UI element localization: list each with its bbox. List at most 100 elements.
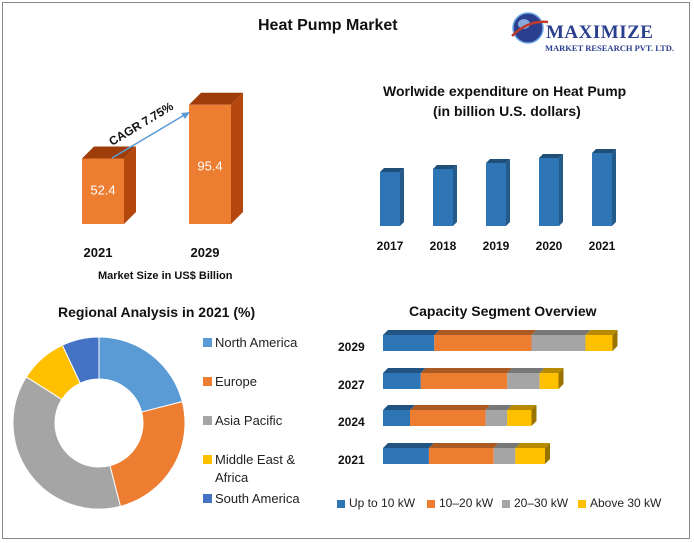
category-label: 2021 bbox=[589, 239, 616, 253]
segment-10–20 kW bbox=[420, 373, 508, 389]
category-label: 2021 bbox=[338, 453, 365, 467]
category-label: 2019 bbox=[483, 239, 510, 253]
segment-top bbox=[531, 330, 591, 335]
category-label: 2021 bbox=[84, 245, 113, 260]
c2-title: Worlwide expenditure on Heat Pump bbox=[383, 83, 627, 99]
bar-end bbox=[558, 368, 564, 389]
legend-label: 10–20 kW bbox=[439, 496, 494, 510]
segment-top bbox=[539, 368, 564, 373]
legend-label: Above 30 kW bbox=[590, 496, 662, 510]
globe-icon bbox=[511, 12, 549, 44]
segment-top bbox=[493, 443, 521, 448]
legend-swatch bbox=[203, 416, 212, 425]
bar-end bbox=[531, 405, 537, 426]
donut-slice-1 bbox=[109, 401, 186, 507]
segment-10–20 kW bbox=[434, 335, 532, 351]
segment-20–30 kW bbox=[531, 335, 586, 351]
legend-swatch bbox=[203, 338, 212, 347]
cagr-arrowhead bbox=[181, 112, 190, 119]
bar-2029 bbox=[189, 104, 231, 224]
bar-end bbox=[545, 443, 550, 464]
segment-20–30 kW bbox=[507, 373, 540, 389]
category-label: 2024 bbox=[338, 415, 365, 429]
logo-name: MAXIMIZE bbox=[546, 22, 654, 43]
legend-label: Up to 10 kW bbox=[349, 496, 416, 510]
category-label: 2029 bbox=[338, 340, 365, 354]
bar-2021 bbox=[592, 153, 612, 226]
bar-top bbox=[189, 92, 243, 105]
segment-20–30 kW bbox=[493, 448, 516, 464]
segment-Up to 10 kW bbox=[383, 335, 435, 351]
segment-top bbox=[507, 405, 537, 410]
segment-top bbox=[383, 368, 426, 373]
legend-label: 20–30 kW bbox=[514, 496, 569, 510]
donut-slice-2 bbox=[12, 376, 121, 510]
segment-top bbox=[434, 330, 537, 335]
legend-swatch bbox=[337, 500, 345, 508]
c3-title: Regional Analysis in 2021 (%) bbox=[58, 304, 256, 320]
bar-side bbox=[124, 146, 136, 224]
category-label: 2017 bbox=[377, 239, 404, 253]
c1-xlabel: Market Size in US$ Billion bbox=[98, 270, 233, 282]
segment-Above 30 kW bbox=[539, 373, 559, 389]
legend-label: Asia Pacific bbox=[215, 413, 283, 428]
bar-top bbox=[82, 146, 136, 159]
segment-Up to 10 kW bbox=[383, 373, 421, 389]
segment-top bbox=[428, 443, 499, 448]
bar-side bbox=[506, 159, 510, 226]
bar-value-label: 95.4 bbox=[197, 158, 222, 173]
category-label: 2018 bbox=[430, 239, 457, 253]
legend-swatch bbox=[502, 500, 510, 508]
legend-swatch bbox=[203, 377, 212, 386]
segment-top bbox=[383, 405, 415, 410]
bar-2017 bbox=[380, 172, 400, 226]
segment-Up to 10 kW bbox=[383, 448, 429, 464]
bar-top bbox=[592, 149, 616, 153]
bar-side bbox=[559, 154, 563, 226]
bar-end bbox=[612, 330, 618, 351]
logo-subtitle: MARKET RESEARCH PVT. LTD. bbox=[545, 43, 675, 53]
segment-top bbox=[420, 368, 513, 373]
bar-2018 bbox=[433, 169, 453, 226]
donut-slice-4 bbox=[61, 336, 100, 384]
legend-swatch bbox=[427, 500, 435, 508]
legend-label: Europe bbox=[215, 374, 257, 389]
legend-label: North America bbox=[215, 335, 298, 350]
segment-top bbox=[485, 405, 513, 410]
bar-2020 bbox=[539, 158, 559, 226]
bar-side bbox=[453, 165, 457, 226]
category-label: 2027 bbox=[338, 378, 365, 392]
segment-Above 30 kW bbox=[507, 410, 532, 426]
segment-top bbox=[515, 443, 550, 448]
segment-top bbox=[507, 368, 545, 373]
c2-subtitle: (in billion U.S. dollars) bbox=[433, 103, 581, 119]
category-label: 2029 bbox=[191, 245, 220, 260]
segment-Above 30 kW bbox=[585, 335, 613, 351]
bar-2019 bbox=[486, 163, 506, 226]
bar-top bbox=[380, 168, 404, 172]
legend-swatch bbox=[203, 455, 212, 464]
bar-top bbox=[539, 154, 563, 158]
legend-swatch bbox=[203, 494, 212, 503]
cagr-arrow bbox=[111, 113, 187, 159]
legend-swatch bbox=[578, 500, 586, 508]
legend-label: Middle East & Africa bbox=[215, 452, 296, 485]
segment-top bbox=[410, 405, 491, 410]
bar-side bbox=[400, 168, 404, 226]
segment-top bbox=[383, 330, 440, 335]
bar-2021 bbox=[82, 158, 124, 224]
segment-top bbox=[585, 330, 618, 335]
bar-side bbox=[231, 92, 243, 224]
legend-label: South America bbox=[215, 491, 300, 506]
c4-title: Capacity Segment Overview bbox=[409, 303, 597, 319]
bar-top bbox=[486, 159, 510, 163]
segment-20–30 kW bbox=[485, 410, 508, 426]
segment-Above 30 kW bbox=[515, 448, 545, 464]
bar-value-label: 52.4 bbox=[90, 183, 115, 198]
